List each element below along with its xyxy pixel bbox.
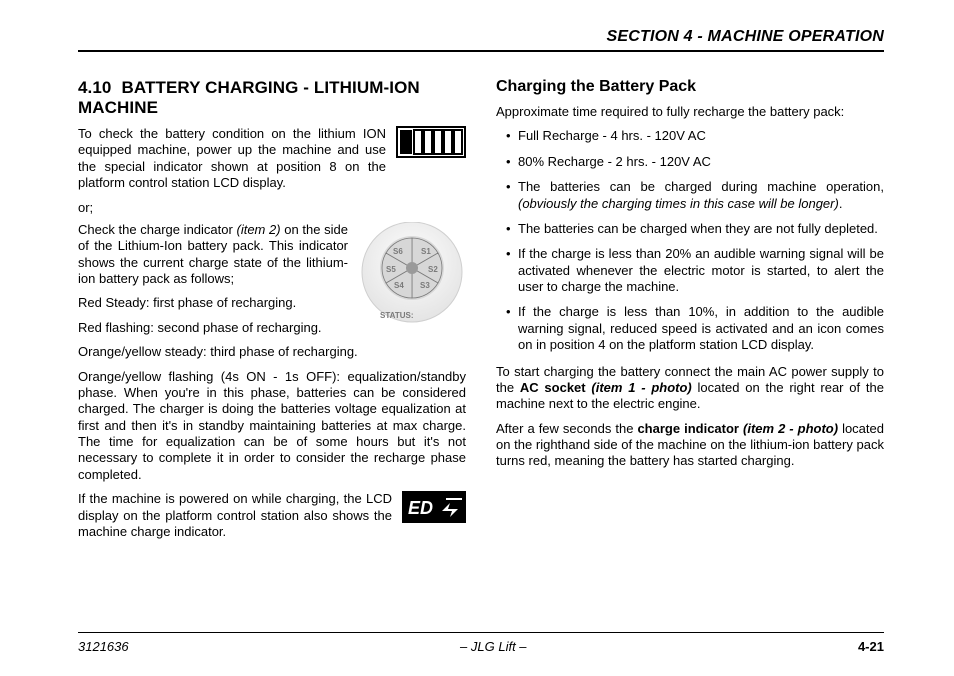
page-footer: 3121636 – JLG Lift – 4-21: [78, 632, 884, 654]
item1-photo: (item 1 - photo): [591, 380, 691, 395]
bullet-80-recharge: 80% Recharge - 2 hrs. - 120V AC: [508, 154, 884, 170]
svg-text:S5: S5: [386, 265, 396, 274]
bullet-less-20: If the charge is less than 20% an audibl…: [508, 246, 884, 295]
bullet-full-recharge: Full Recharge - 4 hrs. - 120V AC: [508, 128, 884, 144]
bullet-not-fully-depleted: The batteries can be charged when they a…: [508, 221, 884, 237]
svg-text:S4: S4: [394, 281, 404, 290]
svg-text:S6: S6: [393, 247, 403, 256]
section-title: 4.10BATTERY CHARGING - LITHIUM-ION MACHI…: [78, 78, 466, 118]
status-label: STATUS:: [380, 311, 413, 320]
item2-ref: (item 2): [236, 222, 280, 237]
charge-indicator-bold: charge indicator: [637, 421, 743, 436]
charge-status-dial-icon: S1 S2 S3 S4 S5 S6 STATUS:: [358, 222, 466, 330]
right-column: Charging the Battery Pack Approximate ti…: [496, 78, 884, 548]
section-header: SECTION 4 - MACHINE OPERATION: [78, 28, 884, 52]
item2-photo: (item 2 - photo): [743, 421, 838, 436]
bullet-during-operation: The batteries can be charged during mach…: [508, 179, 884, 212]
para-orange-flashing: Orange/yellow flashing (4s ON - 1s OFF):…: [78, 369, 466, 484]
svg-text:S1: S1: [421, 247, 431, 256]
footer-center: – JLG Lift –: [460, 639, 526, 654]
page: SECTION 4 - MACHINE OPERATION 4.10BATTER…: [0, 0, 954, 676]
section-number: 4.10: [78, 78, 112, 97]
svg-text:S3: S3: [420, 281, 430, 290]
para-approx-time: Approximate time required to fully recha…: [496, 104, 884, 120]
subsection-title: Charging the Battery Pack: [496, 78, 884, 96]
para-start-charging: To start charging the battery connect th…: [496, 364, 884, 413]
ac-socket-bold: AC socket: [520, 380, 592, 395]
machine-charge-icon: ED: [402, 491, 466, 523]
section-title-text: BATTERY CHARGING - LITHIUM-ION MACHINE: [78, 78, 420, 117]
para-orange-steady: Orange/yellow steady: third phase of rec…: [78, 344, 466, 360]
lcd-bars-icon: [396, 126, 466, 158]
doc-id: 3121636: [78, 639, 129, 654]
left-column: 4.10BATTERY CHARGING - LITHIUM-ION MACHI…: [78, 78, 466, 548]
charging-bullets: Full Recharge - 4 hrs. - 120V AC 80% Rec…: [496, 128, 884, 353]
para-after-seconds: After a few seconds the charge indicator…: [496, 421, 884, 470]
svg-text:ED: ED: [408, 498, 433, 518]
bullet-less-10: If the charge is less than 10%, in addit…: [508, 304, 884, 353]
page-number: 4-21: [858, 639, 884, 654]
svg-text:S2: S2: [428, 265, 438, 274]
para-or: or;: [78, 200, 466, 216]
two-columns: 4.10BATTERY CHARGING - LITHIUM-ION MACHI…: [78, 78, 884, 548]
